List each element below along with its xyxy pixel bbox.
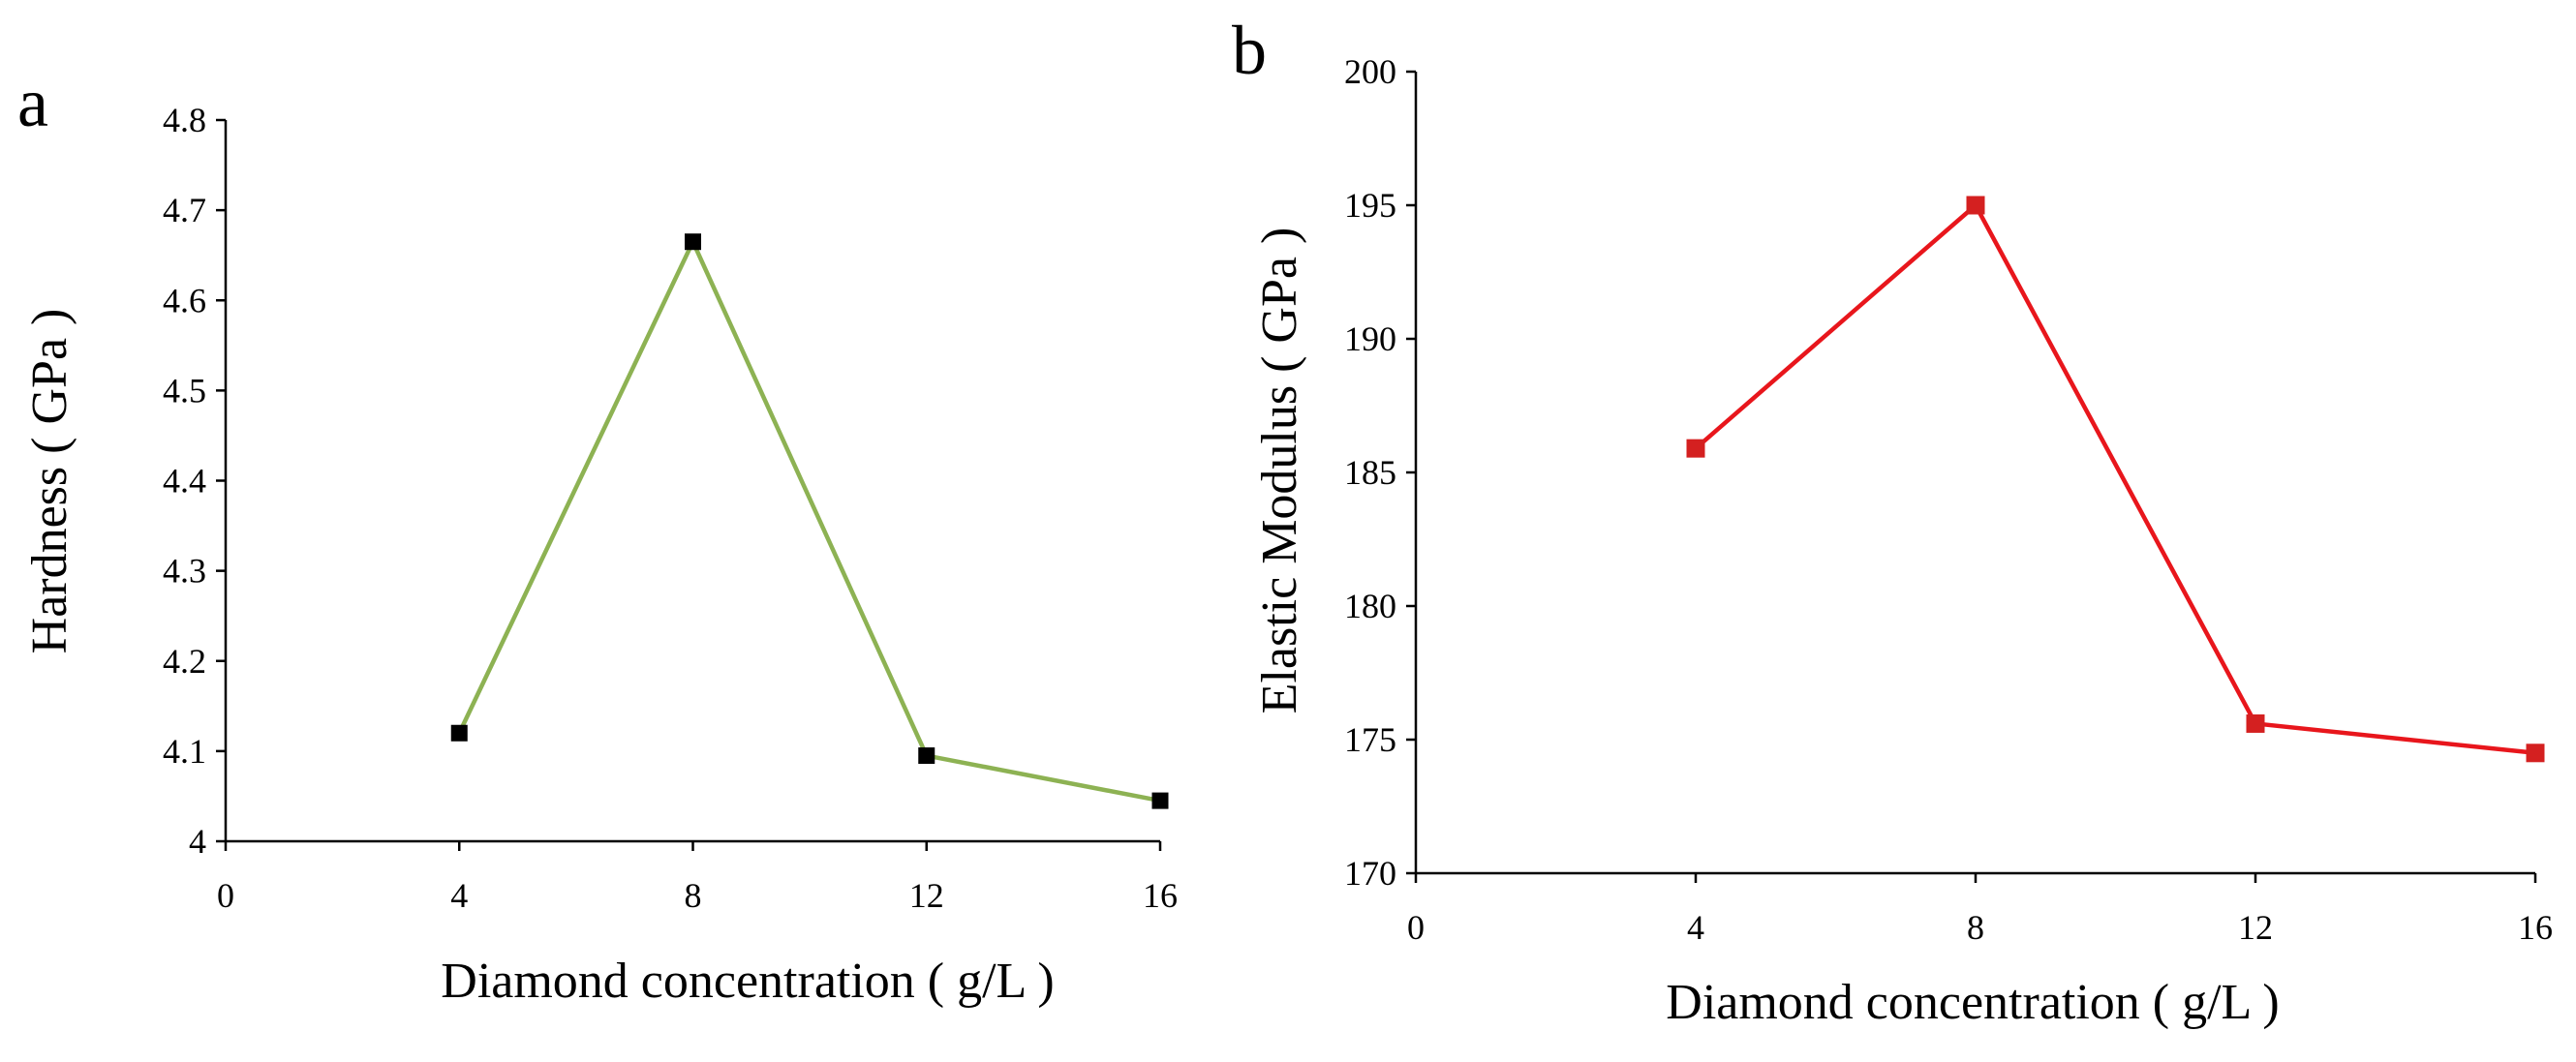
data-point <box>450 724 468 742</box>
data-point <box>685 233 701 251</box>
data-point <box>1686 439 1705 458</box>
x-tick-label: 0 <box>1407 908 1425 947</box>
y-tick-label: 180 <box>1344 587 1396 625</box>
data-point <box>1966 196 1985 215</box>
chart-panel-b: b 170 175 180 185 190 195 200 0 4 8 12 16 Diamond co… <box>1232 12 2553 1030</box>
y-tick-label: 4.4 <box>163 462 206 501</box>
x-tick-label: 4 <box>1687 908 1704 947</box>
panel-label-b: b <box>1232 12 1267 89</box>
y-tick-label: 4.1 <box>163 732 206 771</box>
data-point <box>2526 743 2545 763</box>
y-tick-label: 175 <box>1344 720 1396 759</box>
chart-panel-a: a 44.14.24.34.44.54.64.74.80 4 8 12 16Diamon… <box>17 64 1178 1009</box>
data-point <box>1151 792 1169 809</box>
y-tick-label: 195 <box>1344 186 1396 225</box>
y-tick-label: 185 <box>1344 453 1396 492</box>
data-point <box>2246 713 2265 733</box>
series-line <box>1694 201 2536 756</box>
y-axis-title: Elastic Modulus ( GPa ) <box>1252 228 1307 714</box>
y-tick-label: 190 <box>1344 319 1396 358</box>
y-tick-label: 4.5 <box>163 371 206 410</box>
y-tick-label: 4 <box>189 822 206 861</box>
y-tick-label: 170 <box>1344 854 1396 893</box>
y-tick-label: 4.6 <box>163 281 206 319</box>
x-tick-label: 16 <box>2518 908 2553 947</box>
x-tick-label: 16 <box>1143 876 1178 915</box>
x-tick-label: 12 <box>909 876 944 915</box>
y-tick-label: 200 <box>1344 52 1396 91</box>
x-tick-label: 8 <box>685 876 702 915</box>
y-tick-label: 4.8 <box>163 101 206 139</box>
y-tick-label: 4.2 <box>163 642 206 681</box>
x-tick-label: 8 <box>1967 908 1984 947</box>
x-axis-title: Diamond concentration ( g/L ) <box>441 954 1054 1009</box>
x-axis-title: Diamond concentration ( g/L ) <box>1666 975 2279 1030</box>
y-tick-label: 4.3 <box>163 552 206 591</box>
y-axis-title: Hardness ( GPa ) <box>22 309 77 654</box>
x-tick-label: 12 <box>2238 908 2273 947</box>
y-tick-label: 4.7 <box>163 191 206 229</box>
x-tick-label: 4 <box>450 876 468 915</box>
data-point <box>918 747 935 765</box>
panel-label-a: a <box>17 64 48 141</box>
x-tick-label: 0 <box>217 876 234 915</box>
series-line <box>457 236 1161 804</box>
